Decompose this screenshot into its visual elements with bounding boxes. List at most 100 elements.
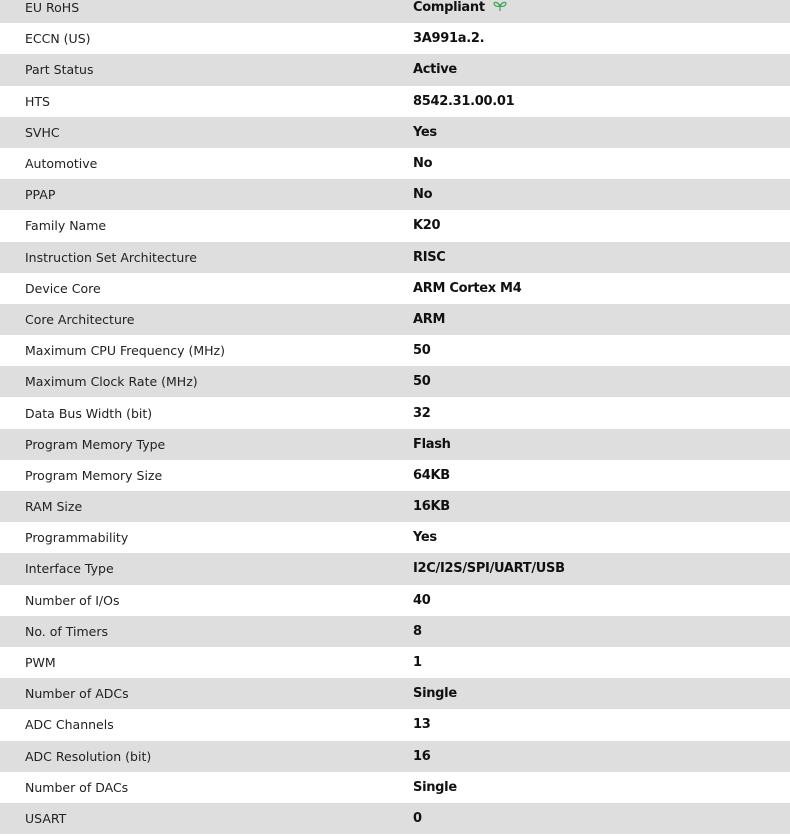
spec-value-text: Yes [413,530,437,546]
spec-value-text: ARM [413,311,446,327]
table-row: Device Core ARM Cortex M4 [0,272,790,304]
spec-value-text: Active [413,62,457,78]
table-row: Program Memory Size 64KB [0,459,790,491]
spec-value: 1 [413,655,422,670]
spec-label: Program Memory Type [25,436,166,452]
spec-label: Family Name [25,218,107,234]
spec-value-text: 64KB [413,467,450,483]
spec-label: Program Memory Size [25,467,163,483]
spec-value: ARM Cortex M4 [413,280,522,296]
spec-label: RAM Size [25,499,83,515]
spec-value: 32 [413,406,431,421]
spec-value: 16 [413,749,431,764]
spec-label: Number of I/Os [25,592,120,608]
spec-value-text: 13 [413,717,431,733]
spec-value: Single [413,686,457,701]
spec-value-text: 0 [413,810,422,826]
spec-label: Data Bus Width (bit) [25,405,153,421]
table-row: Program Memory Type Flash [0,428,790,460]
table-row: Maximum CPU Frequency (MHz) 50 [0,335,790,367]
spec-value: K20 [413,218,441,234]
spec-value-text: Single [413,686,457,702]
spec-value: ARM [413,312,445,327]
spec-value: I2C/I2S/SPI/UART/USB [413,561,565,576]
spec-label: ADC Resolution (bit) [25,748,152,764]
table-row: HTS 8542.31.00.01 [0,85,790,117]
table-row: Maximum Clock Rate (MHz) 50 [0,366,790,398]
table-row: EU RoHS Compliant [0,0,790,24]
spec-label: Device Core [25,280,101,296]
spec-label: Part Status [25,62,94,78]
spec-label: Core Architecture [25,311,135,327]
table-row: Interface Type I2C/I2S/SPI/UART/USB [0,553,790,585]
spec-value-text: RISC [413,249,446,265]
table-row: Instruction Set Architecture RISC [0,241,790,273]
table-row: RAM Size 16KB [0,491,790,523]
table-row: SVHC Yes [0,116,790,148]
spec-value: Single [413,780,457,795]
spec-label: ECCN (US) [25,31,91,47]
table-row: ADC Resolution (bit) 16 [0,740,790,772]
spec-value: No [413,187,433,202]
spec-value-text: 32 [413,405,431,421]
spec-label: Automotive [25,156,98,172]
table-row: PPAP No [0,179,790,211]
leaf-icon [493,0,507,16]
spec-value: RISC [413,250,446,265]
spec-value-text: Yes [413,124,437,140]
table-row: Programmability Yes [0,522,790,554]
table-row: Core Architecture ARM [0,303,790,336]
spec-value: 16KB [413,499,450,514]
table-row: Data Bus Width (bit) 32 [0,397,790,429]
spec-label: Number of DACs [25,779,129,795]
table-row: Number of DACs Single [0,771,790,803]
spec-value-text: K20 [413,218,441,234]
table-row: ADC Channels 13 [0,709,790,741]
table-row: PWM 1 [0,646,790,679]
spec-label: HTS [25,93,50,109]
spec-value-text: 8542.31.00.01 [413,93,515,109]
spec-value: 50 [413,374,431,389]
spec-value: 0 [413,811,422,826]
spec-label: SVHC [25,124,60,140]
spec-label: Programmability [25,530,129,546]
spec-value: 8 [413,624,422,639]
spec-value: Flash [413,437,451,452]
spec-value: 40 [413,593,431,608]
spec-value-text: 50 [413,374,431,390]
table-row: Number of I/Os 40 [0,584,790,616]
spec-value-text: 40 [413,592,431,608]
spec-value-text: Compliant [413,0,485,16]
spec-label: USART [25,810,67,826]
spec-value-text: Single [413,779,457,795]
spec-label: Interface Type [25,561,114,577]
spec-value-text: 16KB [413,499,450,515]
spec-value: 8542.31.00.01 [413,93,515,109]
spec-value-text: 50 [413,343,431,359]
spec-value: Yes [413,125,437,140]
spec-value: 64KB [413,468,450,483]
spec-value-text: 1 [413,655,422,671]
spec-label: EU RoHS [25,0,80,16]
spec-value: 3A991a.2. [413,31,485,47]
spec-label: PPAP [25,187,56,203]
spec-value: 13 [413,717,431,732]
spec-label: Maximum CPU Frequency (MHz) [25,343,225,359]
spec-value-text: 3A991a.2. [413,31,485,47]
spec-label: PWM [25,655,56,671]
table-row: Number of ADCs Single [0,678,790,710]
spec-value: No [413,156,433,171]
table-row: ECCN (US) 3A991a.2. [0,23,790,55]
table-row: No. of Timers 8 [0,615,790,647]
spec-value-text: ARM Cortex M4 [413,280,522,296]
spec-value-text: Flash [413,436,451,452]
spec-value: 50 [413,343,431,358]
table-row: USART 0 [0,802,790,835]
spec-label: Instruction Set Architecture [25,249,197,265]
table-row: Part Status Active [0,54,790,86]
spec-label: Maximum Clock Rate (MHz) [25,374,198,390]
spec-value: Active [413,62,457,77]
spec-value-text: I2C/I2S/SPI/UART/USB [413,561,565,577]
table-row: Automotive No [0,147,790,180]
